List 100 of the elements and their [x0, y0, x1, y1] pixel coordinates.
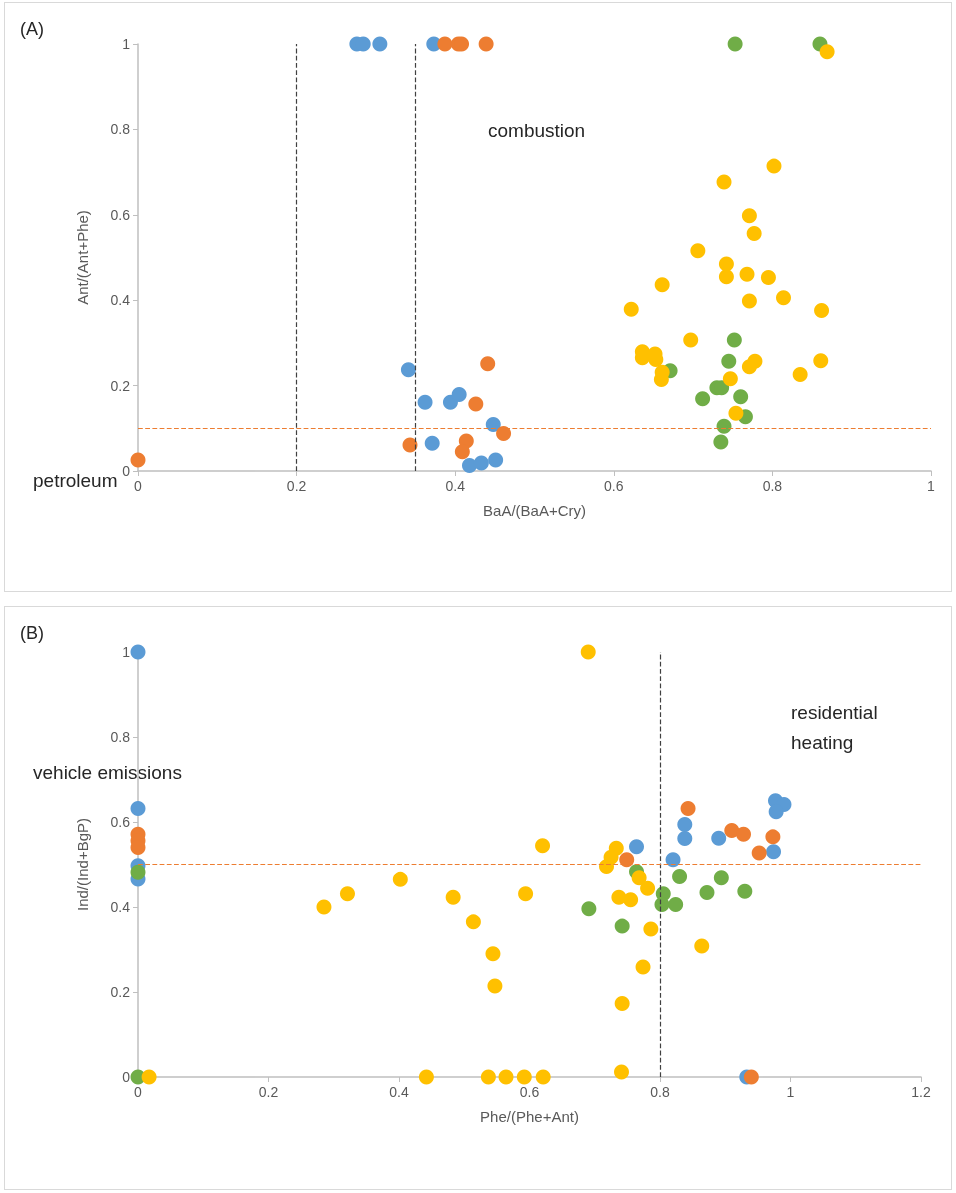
point — [728, 405, 744, 421]
point — [485, 946, 501, 962]
point — [535, 1069, 551, 1085]
point — [498, 1069, 514, 1085]
point — [814, 302, 830, 318]
point — [516, 1069, 532, 1085]
y-tick-label: 0.6 — [110, 206, 131, 223]
point — [130, 452, 146, 468]
point — [654, 896, 670, 912]
point — [614, 918, 630, 934]
point — [668, 896, 684, 912]
point — [480, 356, 496, 372]
y-tick-label: 0 — [122, 463, 131, 479]
point — [631, 870, 647, 886]
point — [400, 362, 416, 378]
x-tick-label: 0 — [134, 478, 143, 494]
chart-title: (B) — [20, 623, 44, 643]
point — [614, 995, 630, 1011]
y-tick-label: 0.6 — [110, 814, 131, 830]
point — [776, 290, 791, 306]
point — [813, 353, 829, 369]
point — [461, 457, 477, 473]
point — [699, 885, 715, 901]
point — [623, 892, 639, 908]
y-tick-label: 0.8 — [110, 729, 131, 745]
point — [372, 36, 388, 52]
point — [713, 870, 729, 886]
point — [733, 389, 749, 405]
point — [792, 367, 808, 382]
x-tick-label: 1.2 — [911, 1084, 931, 1100]
point — [485, 416, 501, 432]
x-tick-label: 0.8 — [650, 1084, 670, 1100]
point — [424, 435, 440, 451]
point — [339, 886, 355, 902]
point — [465, 914, 481, 930]
point — [418, 1069, 434, 1085]
x-tick-label: 0.6 — [604, 478, 624, 494]
y-tick-label: 0.4 — [110, 899, 131, 915]
point — [695, 391, 711, 407]
y-tick-label: 0.2 — [110, 377, 131, 394]
point — [751, 845, 767, 861]
point — [741, 293, 757, 309]
point — [736, 826, 752, 842]
point — [721, 353, 737, 369]
x-tick-label: 0 — [134, 1084, 143, 1100]
point — [722, 371, 738, 387]
point — [478, 36, 494, 52]
point — [768, 804, 784, 820]
point — [819, 44, 835, 60]
point — [623, 301, 639, 317]
point — [737, 883, 753, 899]
point — [677, 831, 693, 847]
y-tick-label: 0.8 — [110, 121, 131, 138]
point — [739, 266, 755, 282]
annotation: residential heating — [791, 701, 883, 753]
point — [599, 859, 614, 875]
point — [683, 332, 699, 348]
x-tick-label: 1 — [927, 478, 936, 494]
point — [680, 800, 696, 816]
y-axis-title: Ant/(Ant+Phe) — [74, 210, 91, 305]
point — [451, 387, 467, 403]
point — [716, 174, 732, 190]
x-axis-title: BaA/(BaA+Cry) — [483, 502, 586, 519]
point — [629, 839, 645, 855]
point — [718, 256, 734, 272]
point — [581, 901, 597, 917]
x-axis-title: Phe/(Phe+Ant) — [480, 1108, 579, 1125]
point — [468, 396, 484, 412]
chart-title: (A) — [20, 19, 44, 39]
point — [392, 871, 408, 887]
point — [718, 269, 734, 285]
point — [402, 437, 418, 453]
point — [130, 800, 146, 816]
point — [724, 823, 740, 838]
point — [713, 434, 729, 450]
point — [654, 277, 670, 293]
x-tick-label: 0.4 — [389, 1084, 409, 1100]
point — [487, 978, 503, 994]
point — [580, 644, 596, 660]
x-tick-label: 0.2 — [286, 478, 307, 494]
y-tick-label: 1 — [122, 644, 131, 660]
x-tick-label: 0.8 — [762, 478, 783, 494]
point — [316, 899, 332, 915]
point — [454, 444, 470, 460]
point — [711, 830, 727, 846]
y-tick-label: 1 — [122, 36, 131, 52]
point — [690, 243, 706, 259]
y-tick-label: 0 — [122, 1069, 131, 1085]
point — [417, 394, 433, 410]
point — [677, 817, 693, 833]
point — [518, 886, 534, 902]
point — [496, 425, 512, 441]
point — [760, 270, 776, 286]
point — [643, 921, 659, 937]
x-tick-label: 0.6 — [519, 1084, 540, 1100]
x-tick-label: 1 — [786, 1084, 795, 1100]
point — [614, 1064, 629, 1080]
point — [141, 1069, 157, 1085]
point — [765, 829, 781, 845]
point — [665, 852, 681, 868]
